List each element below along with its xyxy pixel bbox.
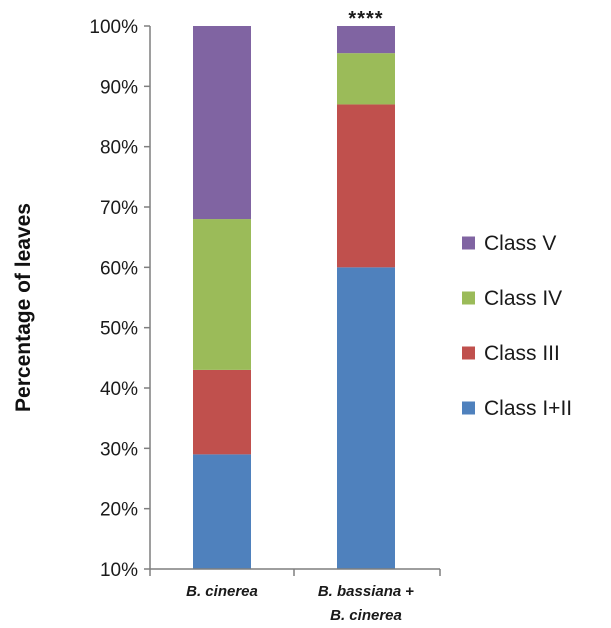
legend-label: Class V	[484, 232, 556, 255]
y-tick-label: 60%	[100, 258, 138, 279]
bar-segment-class-i-ii	[337, 267, 395, 569]
legend-swatch	[462, 236, 475, 250]
y-tick-label: 10%	[100, 560, 138, 581]
legend-swatch	[462, 346, 475, 360]
y-tick-label: 80%	[100, 138, 138, 159]
x-category-labels: B. cinerea B. bassiana + B. cinerea	[186, 583, 414, 624]
x-category-label: B. bassiana +	[318, 583, 415, 600]
y-axis-title: Percentage of leaves	[12, 203, 35, 412]
legend-swatch	[462, 401, 475, 415]
y-tick-label: 90%	[100, 77, 138, 98]
bar-segment-class-iv	[193, 219, 251, 370]
legend-label: Class III	[484, 342, 560, 365]
annotations-layer: ****	[348, 8, 383, 30]
bar-segment-class-v	[337, 26, 395, 54]
significance-label: ****	[348, 8, 383, 30]
axes-layer	[144, 25, 441, 576]
y-tick-label: 20%	[100, 500, 138, 521]
y-tick-label: 100%	[89, 17, 138, 38]
bar-segment-class-iv	[337, 53, 395, 105]
x-category-label: B. cinerea	[186, 583, 258, 600]
y-tick-label: 30%	[100, 439, 138, 460]
bar-segment-class-i-ii	[193, 454, 251, 569]
y-tick-label: 50%	[100, 319, 138, 340]
y-tick-labels: 10% 20% 30% 40% 50% 60% 70% 80% 90% 100%	[89, 17, 138, 581]
y-tick-label: 40%	[100, 379, 138, 400]
legend: Class V Class IV Class III Class I+II	[462, 232, 572, 420]
bar-segment-class-iii	[193, 369, 251, 455]
x-category-label: B. cinerea	[330, 607, 402, 624]
bar-segment-class-iii	[337, 104, 395, 268]
bars-layer	[193, 26, 395, 569]
legend-label: Class IV	[484, 287, 562, 310]
legend-swatch	[462, 291, 475, 305]
legend-label: Class I+II	[484, 397, 572, 420]
bar-segment-class-v	[193, 26, 251, 220]
y-tick-label: 70%	[100, 198, 138, 219]
